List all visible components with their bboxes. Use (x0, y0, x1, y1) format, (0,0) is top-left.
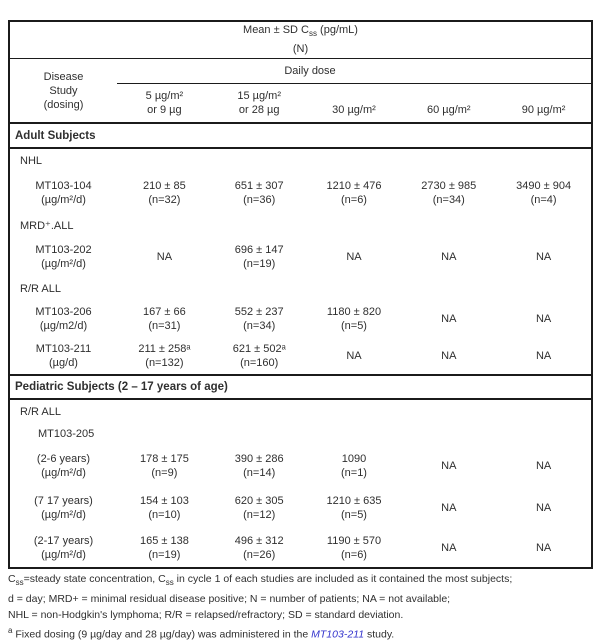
dose-column-header-5ug: 5 µg/m² or 9 µg (145, 90, 184, 116)
footnote-abbreviations-1: Css=steady state concentration, Css in c… (8, 573, 513, 588)
dose-column-header-60ug: 60 µg/m² (426, 104, 471, 116)
data-cell: 165 ± 138 (n=19) (139, 535, 189, 561)
data-cell: 178 ± 175 (n=9) (139, 453, 189, 479)
data-cell: NA (535, 460, 552, 472)
data-cell: NA (441, 502, 457, 514)
dose-column-header-90ug: 90 µg/m² (521, 104, 566, 116)
data-cell: NA (535, 502, 552, 514)
dose-header-area: Daily dose 5 µg/m² or 9 µg 15 µg/m² or 28 … (117, 59, 591, 122)
data-cell: NA (346, 251, 362, 263)
data-cell: 1210 ± 635 (n=5) (326, 495, 382, 521)
data-cell: 552 ± 237 (n=34) (234, 306, 284, 332)
group-nhl: NHL (20, 154, 43, 167)
group-rr-all-adult: R/R ALL (20, 282, 61, 295)
data-cell: NA (441, 313, 457, 325)
section-pediatric-subjects: Pediatric Subjects (2 – 17 years of age) (10, 374, 591, 400)
table-row-2-6-years: (2-6 years) (µg/m²/d) 178 ± 175 (n=9) 390 … (10, 445, 591, 487)
row-label: MT103-211 (µg/d) (35, 343, 92, 369)
table-row-mt103-211: MT103-211 (µg/d) 211 ± 258ᵃ (n=132) 621 ± … (10, 338, 591, 374)
stub-header: Disease Study (dosing) (10, 59, 117, 122)
title-unit: (pg/mL) (316, 24, 358, 37)
group-rr-all-pediatric: R/R ALL (20, 405, 61, 418)
data-cell: 390 ± 286 (n=14) (234, 453, 284, 479)
dose-column-headers: 5 µg/m² or 9 µg 15 µg/m² or 28 µg 30 µg/m²… (117, 84, 591, 122)
footnotes: Css=steady state concentration, Css in c… (8, 571, 598, 642)
data-cell: 167 ± 66 (n=31) (143, 306, 186, 332)
row-label: (7 17 years) (µg/m²/d) (34, 495, 93, 521)
data-cell: NA (441, 542, 457, 554)
table-row-mt103-202: MT103-202 (µg/m²/d) NA 696 ± 147 (n=19) NA… (10, 237, 591, 277)
data-cell: NA (441, 251, 457, 263)
data-cell: 696 ± 147 (n=19) (234, 244, 284, 270)
data-cell: NA (535, 350, 552, 362)
data-cell: 621 ± 502ᵃ (n=160) (232, 343, 286, 369)
data-cell: 211 ± 258ᵃ (n=132) (138, 343, 191, 369)
stub-line: (dosing) (43, 98, 84, 111)
table-title-line2: (N) (292, 42, 309, 55)
data-cell: 651 ± 307 (n=36) (234, 180, 284, 206)
data-cell: 1190 ± 570 (n=6) (326, 535, 382, 561)
pk-table: Mean ± SD Css (pg/mL) (N) Disease Study … (8, 20, 593, 569)
data-cell: NA (441, 460, 457, 472)
title-subscript: ss (308, 29, 317, 39)
table-row-2-17-years: (2-17 years) (µg/m²/d) 165 ± 138 (n=19) 49… (10, 529, 591, 567)
data-cell: NA (346, 350, 362, 362)
data-cell: 620 ± 305 (n=12) (234, 495, 284, 521)
group-mrd-all: MRD⁺.ALL (20, 220, 74, 232)
data-cell: NA (535, 313, 552, 325)
data-cell: 1180 ± 820 (n=5) (326, 306, 382, 332)
table-row-7-17-years: (7 17 years) (µg/m²/d) 154 ± 103 (n=10) 62… (10, 487, 591, 529)
dose-column-header-15ug: 15 µg/m² or 28 µg (237, 90, 282, 116)
data-cell: 496 ± 312 (n=26) (234, 535, 284, 561)
data-cell: NA (156, 251, 173, 263)
footnote-abbreviations-2: d = day; MRD+ = minimal residual disease… (8, 593, 451, 606)
row-label: MT103-202 (µg/m²/d) (35, 244, 92, 270)
row-label: MT103-206 (µg/m2/d) (35, 306, 92, 332)
mt103-211-link[interactable]: MT103-211 (311, 628, 365, 641)
data-cell: NA (535, 251, 552, 263)
row-label: (2-17 years) (µg/m²/d) (33, 535, 94, 561)
stub-line: Disease (43, 70, 84, 83)
section-adult-subjects: Adult Subjects (10, 124, 591, 149)
group-mt103-205: MT103-205 (38, 428, 95, 440)
data-cell: 210 ± 85 (n=32) (143, 180, 186, 206)
footnote-marker-a: a (8, 626, 13, 636)
data-cell: 1210 ± 476 (n=6) (326, 180, 382, 206)
row-label: (2-6 years) (µg/m²/d) (36, 453, 91, 479)
row-label: MT103-104 (µg/m²/d) (35, 180, 92, 206)
footnote-fixed-dosing: a Fixed dosing (9 µg/day and 28 µg/day) … (8, 626, 395, 641)
data-cell: NA (535, 542, 552, 554)
table-row-mt103-206: MT103-206 (µg/m2/d) 167 ± 66 (n=31) 552 ± … (10, 300, 591, 338)
table-row-mt103-104: MT103-104 (µg/m²/d) 210 ± 85 (n=32) 651 ± … (10, 172, 591, 214)
daily-dose-header: Daily dose (117, 59, 591, 84)
data-cell: 1090 (n=1) (340, 453, 367, 479)
title-text: Mean ± SD C (243, 24, 309, 37)
data-cell: 2730 ± 985 (n=34) (421, 180, 477, 206)
table-title: Mean ± SD Css (pg/mL) (N) (10, 22, 591, 59)
dose-column-header-30ug: 30 µg/m² (332, 104, 376, 116)
data-cell: 3490 ± 904 (n=4) (516, 180, 572, 206)
data-cell: NA (441, 350, 457, 362)
footnote-abbreviations-3: NHL = non-Hodgkin's lymphoma; R/R = rela… (8, 609, 404, 622)
table-header: Disease Study (dosing) Daily dose 5 µg/m… (10, 59, 591, 124)
stub-line: Study (49, 84, 78, 97)
table-title-line1: Mean ± SD Css (pg/mL) (243, 23, 358, 41)
data-cell: 154 ± 103 (n=10) (139, 495, 189, 521)
